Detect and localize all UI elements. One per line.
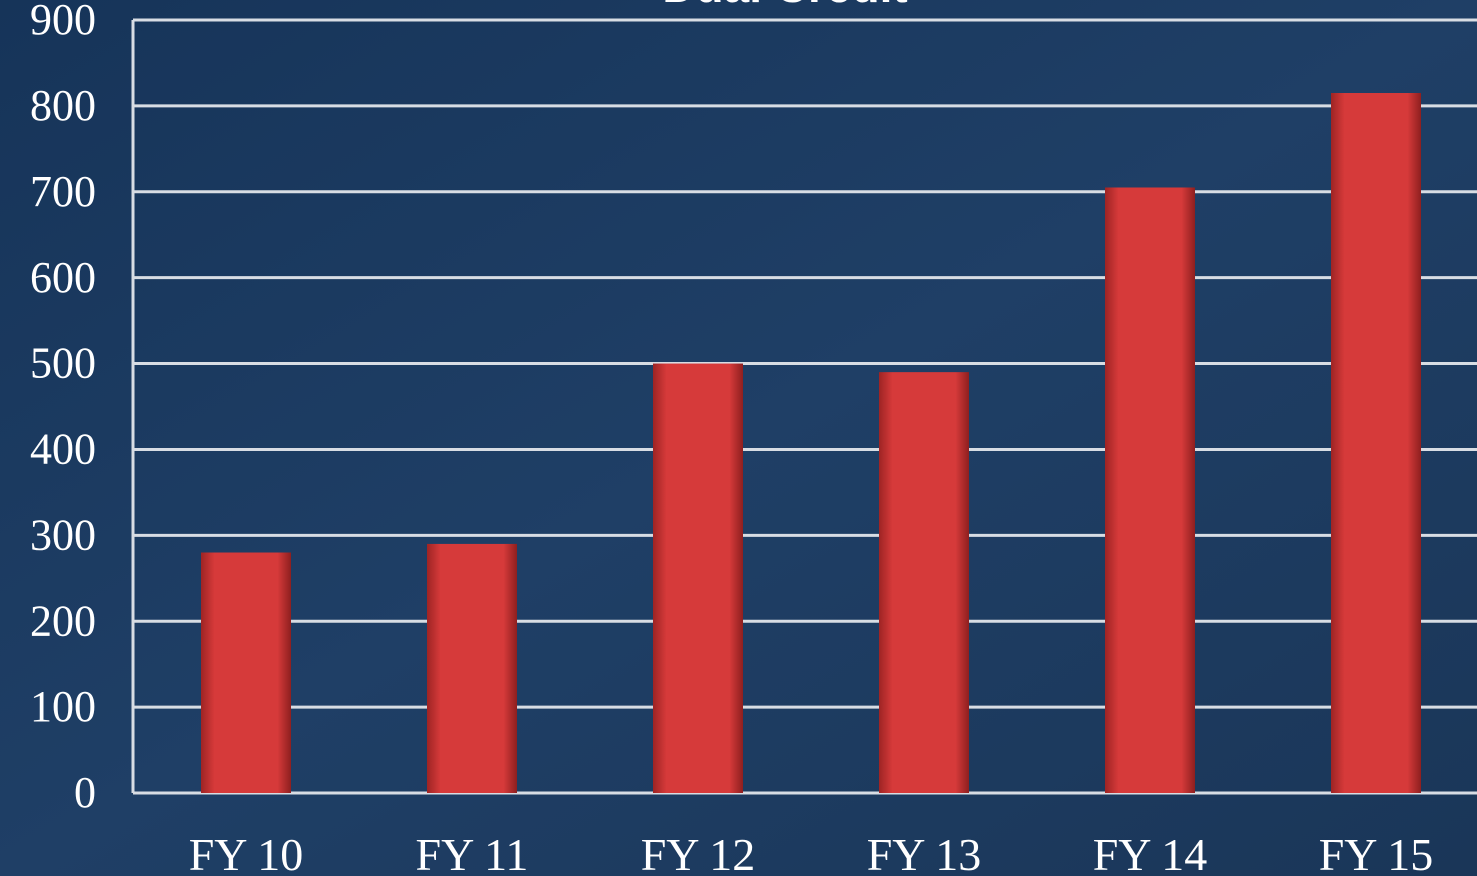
x-tick-label: FY 12 [641,829,756,876]
bar [653,363,743,793]
x-tick-label: FY 14 [1093,829,1208,876]
bar [879,372,969,793]
y-tick-label: 100 [30,682,96,731]
chart-title: Dual Credit [662,0,907,12]
bar [1105,187,1195,793]
bar [427,543,517,793]
x-tick-label: FY 15 [1319,829,1434,876]
y-tick-label: 400 [30,425,96,474]
bar [1331,93,1421,793]
y-tick-label: 200 [30,596,96,645]
y-tick-label: 900 [30,0,96,44]
x-tick-label: FY 11 [416,829,529,876]
y-tick-label: 800 [30,81,96,130]
y-tick-label: 500 [30,339,96,388]
x-tick-label: FY 10 [189,829,304,876]
y-tick-label: 0 [74,768,96,817]
y-tick-label: 700 [30,167,96,216]
bar [201,552,291,793]
x-tick-label: FY 13 [867,829,982,876]
y-tick-label: 600 [30,253,96,302]
y-tick-label: 300 [30,510,96,559]
